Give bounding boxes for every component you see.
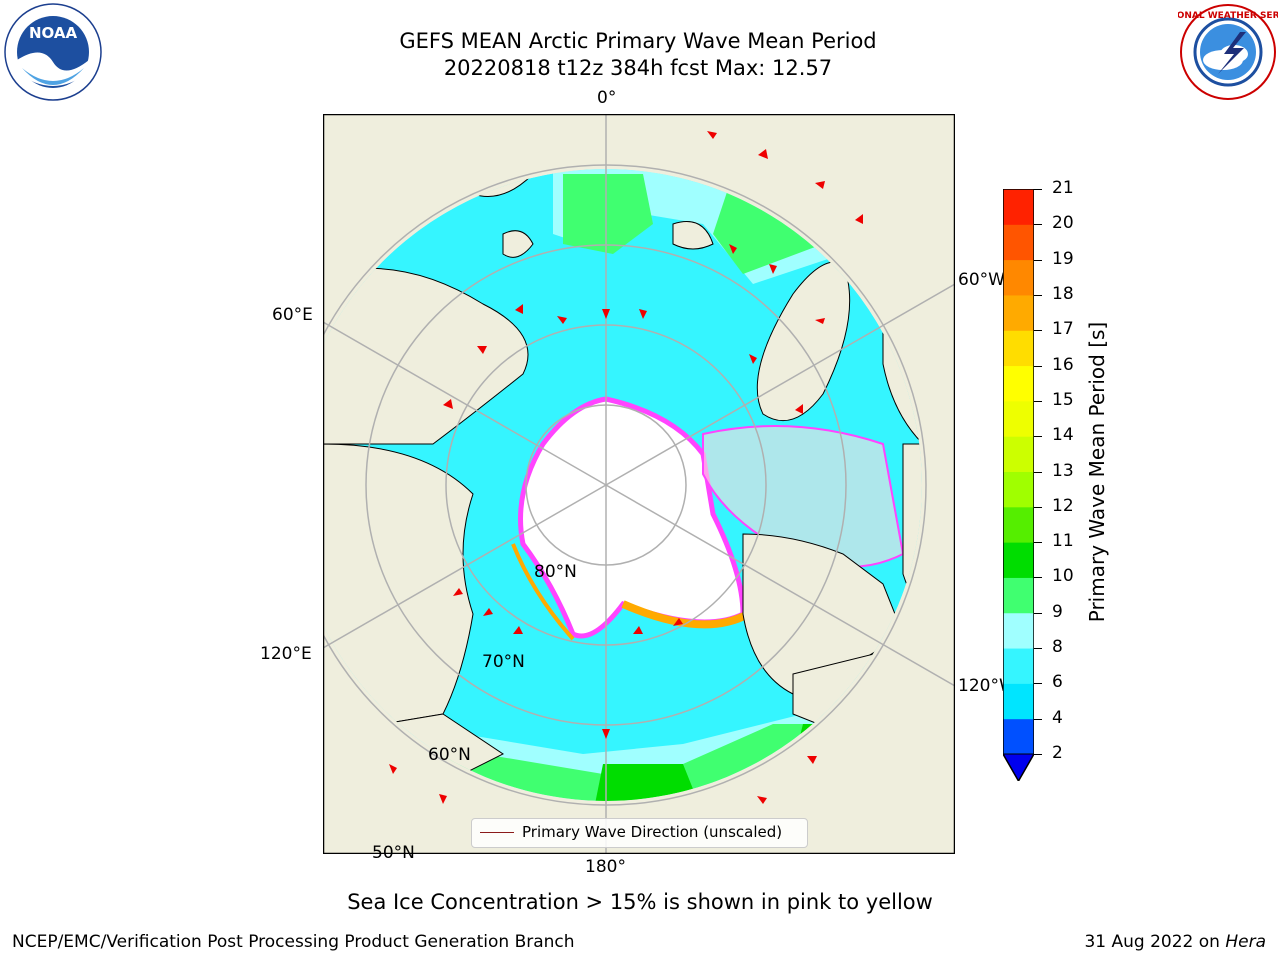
colorbar-tick-label: 6 <box>1052 672 1063 693</box>
siberia <box>323 443 474 735</box>
colorbar-tick <box>1034 294 1042 296</box>
map-subtitle: 20220818 t12z 384h fcst Max: 12.57 <box>443 56 833 80</box>
sea-ice-cap <box>520 399 743 636</box>
lon-label-180: 180° <box>585 857 626 877</box>
map-legend: Primary Wave Direction (unscaled) <box>471 818 808 848</box>
colorbar-tick <box>1034 542 1042 544</box>
lat-label-50n: 50°N <box>372 843 415 863</box>
colorbar-tick-label: 15 <box>1052 389 1074 410</box>
lat-label-60n: 60°N <box>428 745 471 765</box>
arctic-map <box>323 114 955 854</box>
colorbar-segment <box>1003 400 1034 437</box>
colorbar-tick-label: 20 <box>1052 213 1074 234</box>
colorbar-label: Primary Wave Mean Period [s] <box>1085 321 1109 623</box>
map-canvas <box>323 114 955 854</box>
colorbar-tick-label: 16 <box>1052 354 1074 375</box>
nws-logo-icon: NATIONAL WEATHER SERVICE <box>1178 4 1278 100</box>
colorbar-tick <box>1034 506 1042 508</box>
lon-label-120e: 120°E <box>260 644 312 664</box>
colorbar-tick-label: 12 <box>1052 495 1074 516</box>
colorbar-tick <box>1034 612 1042 614</box>
colorbar-tick <box>1034 754 1042 755</box>
colorbar-tick-label: 11 <box>1052 531 1074 552</box>
noaa-logo-icon: NOAA <box>4 3 102 101</box>
colorbar-tick-label: 21 <box>1052 178 1074 198</box>
colorbar-segment <box>1003 718 1034 755</box>
colorbar-tick <box>1034 471 1042 473</box>
colorbar-tick <box>1034 259 1042 261</box>
colorbar-segment <box>1003 577 1034 614</box>
footer-date: 31 Aug 2022 on Hera <box>1084 932 1266 952</box>
lon-label-60w: 60°W <box>958 270 1005 290</box>
colorbar-tick <box>1034 436 1042 438</box>
colorbar-tick <box>1034 189 1042 190</box>
nws-logo-ring-text: NATIONAL WEATHER SERVICE <box>1178 11 1278 21</box>
colorbar-tick <box>1034 577 1042 579</box>
colorbar-extend-triangle <box>1003 753 1034 781</box>
lon-label-0: 0° <box>597 88 617 108</box>
colorbar-tick-label: 13 <box>1052 460 1074 481</box>
colorbar-tick <box>1034 365 1042 367</box>
colorbar-segment <box>1003 330 1034 367</box>
sea-ice-note: Sea Ice Concentration > 15% is shown in … <box>347 890 933 914</box>
colorbar-tick-label: 18 <box>1052 283 1074 304</box>
noaa-logo-text: NOAA <box>29 24 78 42</box>
colorbar-tick-label: 8 <box>1052 637 1063 658</box>
sea-ice-edge <box>518 396 746 639</box>
scandinavia-russia <box>323 267 529 445</box>
colorbar-segment <box>1003 648 1034 684</box>
colorbar-tick-label: 9 <box>1052 601 1063 622</box>
colorbar-tick <box>1034 400 1042 402</box>
colorbar-tick-label: 10 <box>1052 566 1074 587</box>
colorbar-segment <box>1003 471 1034 508</box>
colorbar-tick <box>1034 224 1042 226</box>
colorbar-outline <box>1003 189 1034 781</box>
map-title: GEFS MEAN Arctic Primary Wave Mean Perio… <box>399 29 877 53</box>
colorbar-tick-label: 19 <box>1052 248 1074 269</box>
colorbar-segment <box>1003 612 1034 649</box>
lat-label-70n: 70°N <box>482 652 525 672</box>
graticule <box>323 114 955 854</box>
colorbar <box>1003 189 1034 781</box>
colorbar-tick <box>1034 718 1042 720</box>
colorbar-tick <box>1034 330 1042 332</box>
colorbar-segment <box>1003 436 1034 472</box>
wave-direction-arrows <box>389 131 863 804</box>
lon-label-60e: 60°E <box>272 305 313 325</box>
footer-machine: Hera <box>1225 932 1266 952</box>
colorbar-segment <box>1003 506 1034 543</box>
colorbar-segment <box>1003 365 1034 402</box>
colorbar-tick-label: 14 <box>1052 425 1074 446</box>
colorbar-segment <box>1003 224 1034 261</box>
legend-label: Primary Wave Direction (unscaled) <box>522 823 783 841</box>
colorbar-tick <box>1034 683 1042 685</box>
wave-zone-green-north <box>563 174 653 254</box>
colorbar-segment <box>1003 542 1034 578</box>
colorbar-tick-label: 4 <box>1052 707 1063 728</box>
map-frame <box>323 114 955 854</box>
colorbar-tick-label: 17 <box>1052 319 1074 340</box>
lat-label-80n: 80°N <box>534 562 577 582</box>
colorbar-segment <box>1003 294 1034 331</box>
colorbar-tick-label: 2 <box>1052 743 1063 763</box>
colorbar-tick <box>1034 648 1042 650</box>
wave-direction-legend-line <box>480 832 514 833</box>
colorbar-segment <box>1003 683 1034 720</box>
colorbar-segment <box>1003 189 1034 225</box>
svalbard <box>672 221 714 250</box>
lon-label-120w: 120°W <box>958 676 1016 696</box>
footer-branch: NCEP/EMC/Verification Post Processing Pr… <box>12 932 575 952</box>
colorbar-segment <box>1003 259 1034 296</box>
